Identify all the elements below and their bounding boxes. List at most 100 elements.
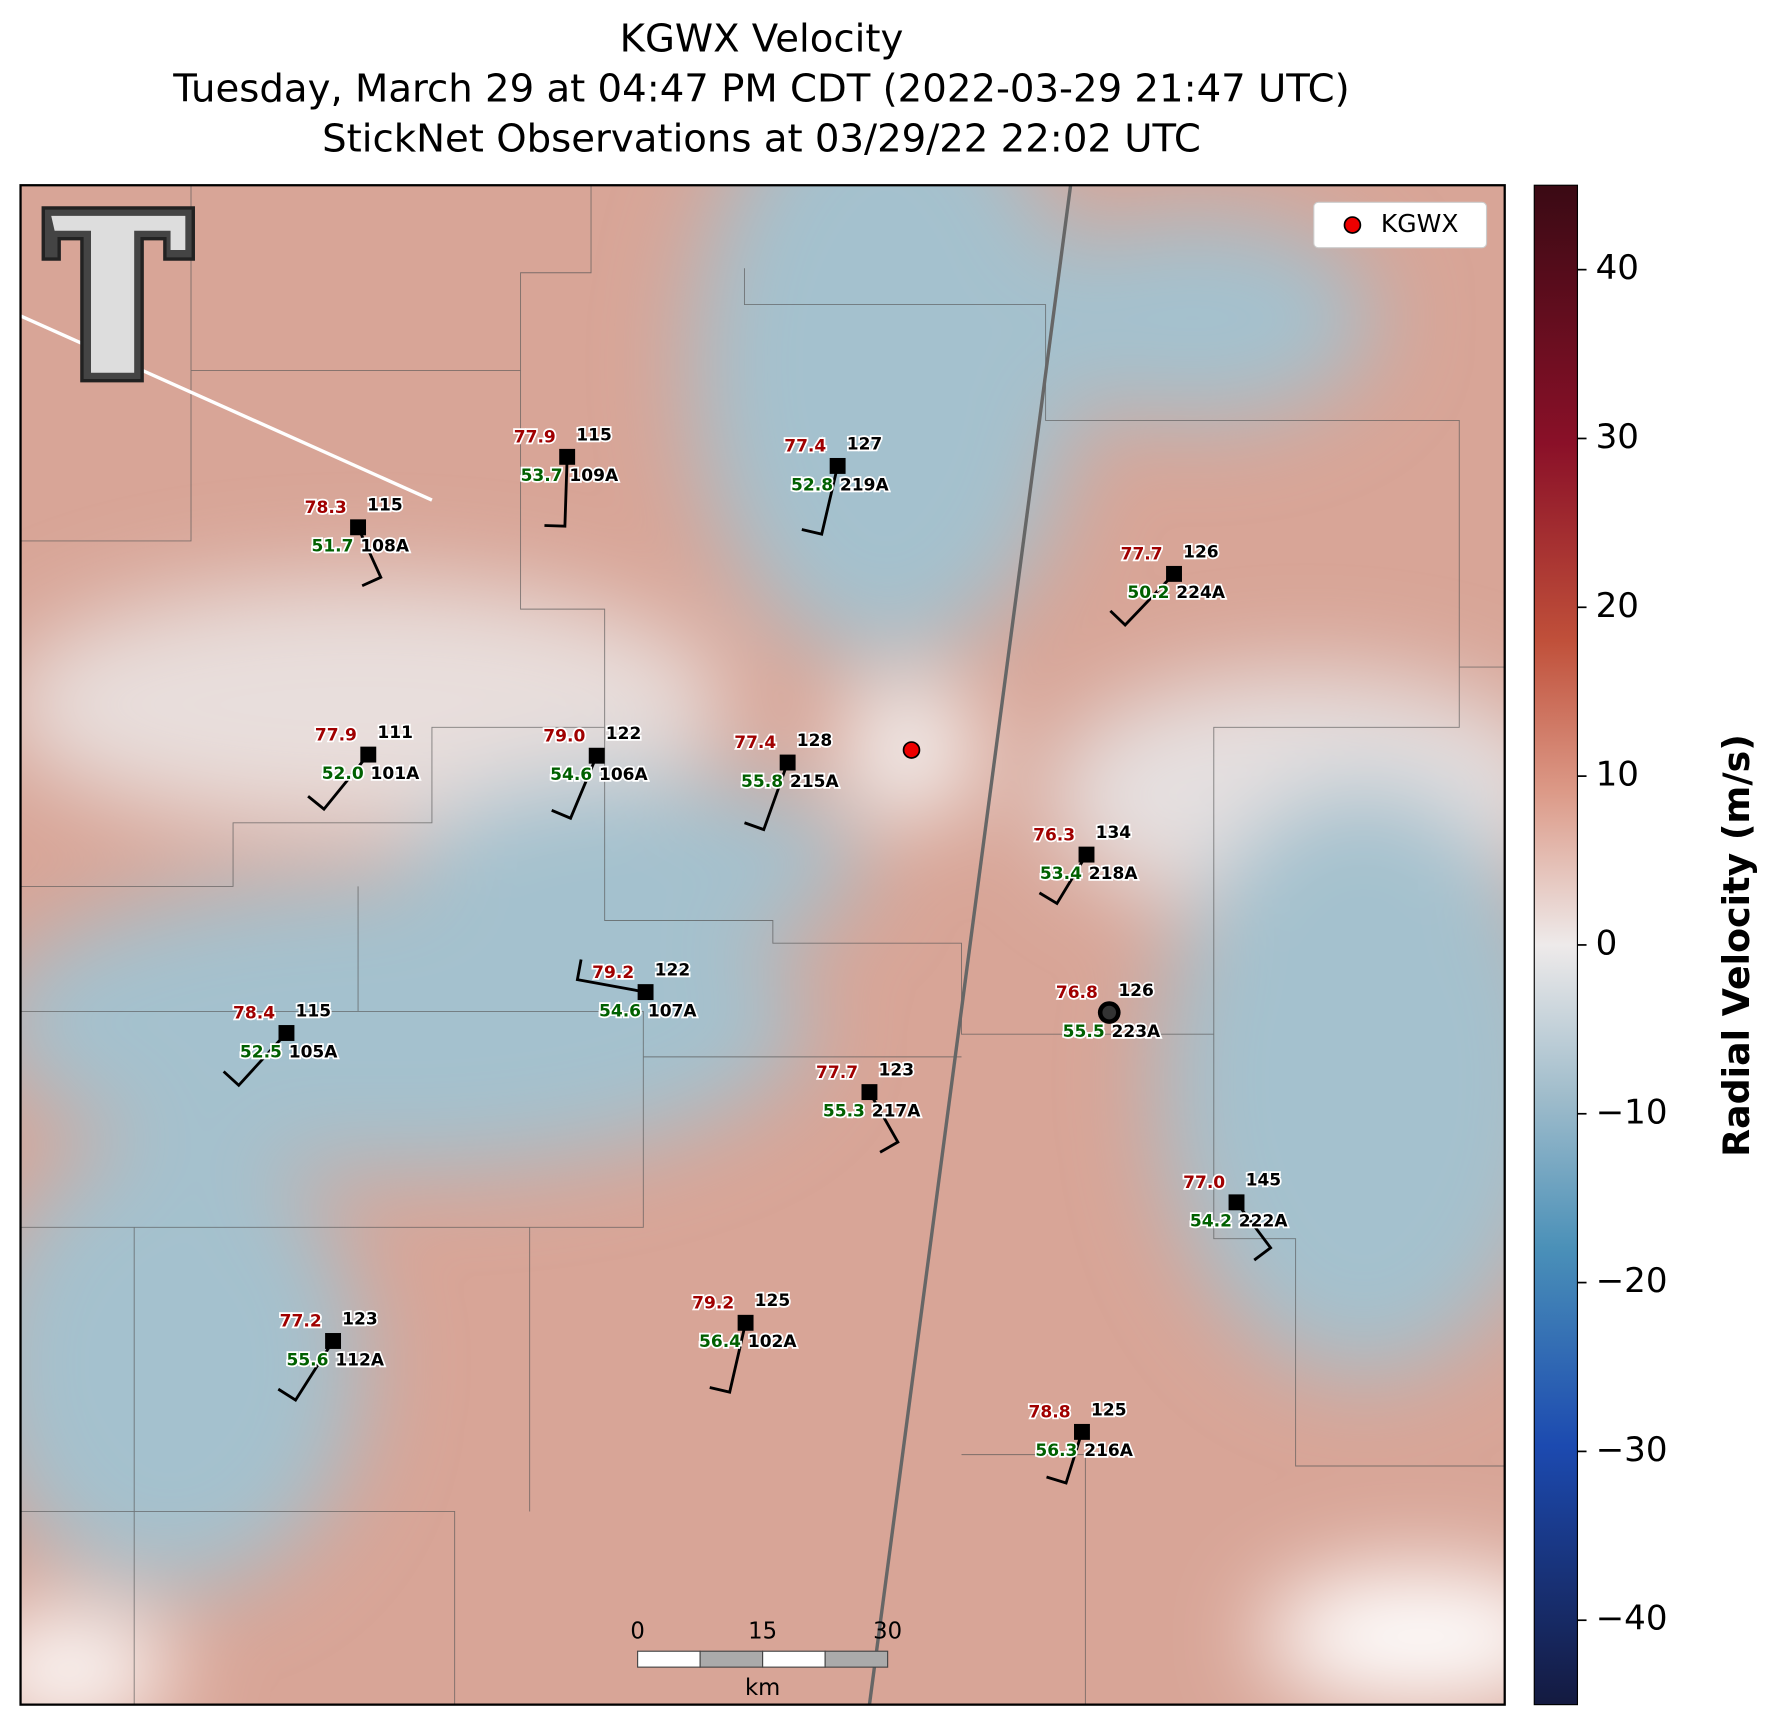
dewpoint: 55.5 (1063, 1022, 1105, 1042)
station-id: 217A (872, 1101, 922, 1121)
map-frame (19, 184, 1506, 1706)
radar-map (20, 185, 1505, 1705)
station-value: 123 (342, 1309, 378, 1329)
wind-barb (868, 1091, 900, 1154)
station-marker (1074, 1423, 1090, 1440)
station-value: 125 (1091, 1400, 1127, 1420)
wind-barb (356, 526, 383, 588)
dewpoint: 55.6 (286, 1350, 328, 1370)
wind-barb (1109, 572, 1176, 628)
station-marker (1166, 565, 1182, 582)
wind-barb (277, 1340, 335, 1403)
station-value: 127 (847, 434, 883, 454)
tt-logo (41, 206, 195, 383)
scale-label: 0 (630, 1618, 644, 1644)
colorbar-tick-label: 30 (1596, 417, 1639, 457)
scale-bar: 0 15 30 km (630, 1618, 902, 1701)
title: KGWX Velocity (620, 16, 904, 61)
temperature: 77.4 (734, 733, 776, 753)
station-marker (779, 754, 796, 771)
colorbar-tick-label: −30 (1596, 1430, 1668, 1470)
station-id: 216A (1084, 1441, 1134, 1461)
temperature: 76.3 (1033, 825, 1075, 845)
colorbar-tick-label: 20 (1596, 586, 1639, 626)
colorbar-tick-label: −10 (1596, 1092, 1668, 1132)
wind-barb (744, 762, 789, 832)
temperature: 77.2 (280, 1312, 322, 1332)
station-id: 224A (1176, 583, 1226, 603)
dewpoint: 55.8 (741, 772, 783, 792)
station-id: 222A (1239, 1212, 1289, 1232)
wind-barb (1038, 853, 1088, 906)
station-id: 219A (840, 475, 890, 495)
dewpoint: 56.4 (699, 1332, 741, 1352)
station-marker (559, 448, 576, 465)
station-value: 122 (606, 724, 642, 744)
dewpoint: 56.3 (1035, 1441, 1077, 1461)
station-id: 107A (648, 1001, 698, 1021)
scale-label: 30 (873, 1618, 902, 1644)
station-marker (737, 1314, 754, 1331)
station-id: 106A (599, 765, 649, 785)
station-value: 115 (367, 496, 403, 516)
station-id: 218A (1089, 864, 1139, 884)
wind-barb (222, 1032, 288, 1088)
station-value: 134 (1096, 823, 1132, 843)
subtitle: StickNet Observations at 03/29/22 22:02 … (322, 116, 1201, 161)
station-value: 122 (655, 961, 691, 981)
station-marker (350, 519, 367, 536)
temperature: 77.9 (315, 725, 357, 745)
temperature: 78.4 (233, 1004, 275, 1024)
temperature: 79.2 (592, 963, 634, 983)
temperature: 76.8 (1056, 983, 1098, 1003)
station-marker (360, 746, 377, 763)
temperature: 77.7 (1121, 545, 1163, 565)
dewpoint: 55.3 (823, 1101, 865, 1121)
wind-barb (1046, 1431, 1084, 1485)
dewpoint: 54.6 (550, 765, 592, 785)
dewpoint: 54.2 (1190, 1212, 1232, 1232)
temperature: 77.0 (1183, 1173, 1225, 1193)
dewpoint: 54.6 (599, 1001, 641, 1021)
station-marker (829, 457, 846, 474)
station-value: 125 (755, 1291, 791, 1311)
legend-label: KGWX (1381, 209, 1459, 238)
wind-barb (307, 753, 370, 812)
wind-barb (575, 959, 646, 994)
colorbar-tick-label: 10 (1596, 755, 1639, 795)
wind-barb (1235, 1201, 1273, 1262)
station-id: 112A (335, 1350, 385, 1370)
radar-site (902, 741, 921, 759)
scale-label: 15 (748, 1618, 777, 1644)
dewpoint: 52.8 (791, 475, 833, 495)
colorbar-tick-label: 40 (1596, 248, 1639, 288)
temperature: 77.9 (514, 428, 556, 448)
dewpoint: 53.4 (1040, 864, 1082, 884)
dewpoint: 53.7 (521, 466, 563, 486)
dewpoint: 51.7 (311, 537, 353, 557)
colorbar-tick-label: 0 (1596, 923, 1618, 963)
temperature: 77.4 (784, 437, 826, 457)
wind-barb (801, 465, 840, 536)
station-marker (278, 1025, 295, 1041)
station-id: 223A (1112, 1022, 1162, 1042)
subtitle: Tuesday, March 29 at 04:47 PM CDT (2022-… (172, 66, 1349, 111)
wind-barb (544, 456, 569, 528)
dewpoint: 52.0 (322, 764, 364, 784)
station-id: 105A (289, 1042, 339, 1062)
station-value: 115 (296, 1001, 332, 1021)
colorbar-tick-label: −20 (1596, 1261, 1668, 1301)
colorbar-tick-label: −40 (1596, 1599, 1668, 1639)
station-marker (588, 747, 605, 764)
station-marker (1078, 846, 1095, 863)
station-value: 111 (377, 723, 413, 743)
temperature: 79.0 (543, 726, 585, 746)
temperature: 78.3 (305, 498, 347, 518)
station-id: 108A (360, 537, 410, 557)
station-id: 101A (371, 764, 421, 784)
legend: KGWX (1313, 201, 1488, 249)
dewpoint: 52.5 (240, 1042, 282, 1062)
temperature: 77.7 (816, 1063, 858, 1083)
dewpoint: 50.2 (1127, 583, 1169, 603)
